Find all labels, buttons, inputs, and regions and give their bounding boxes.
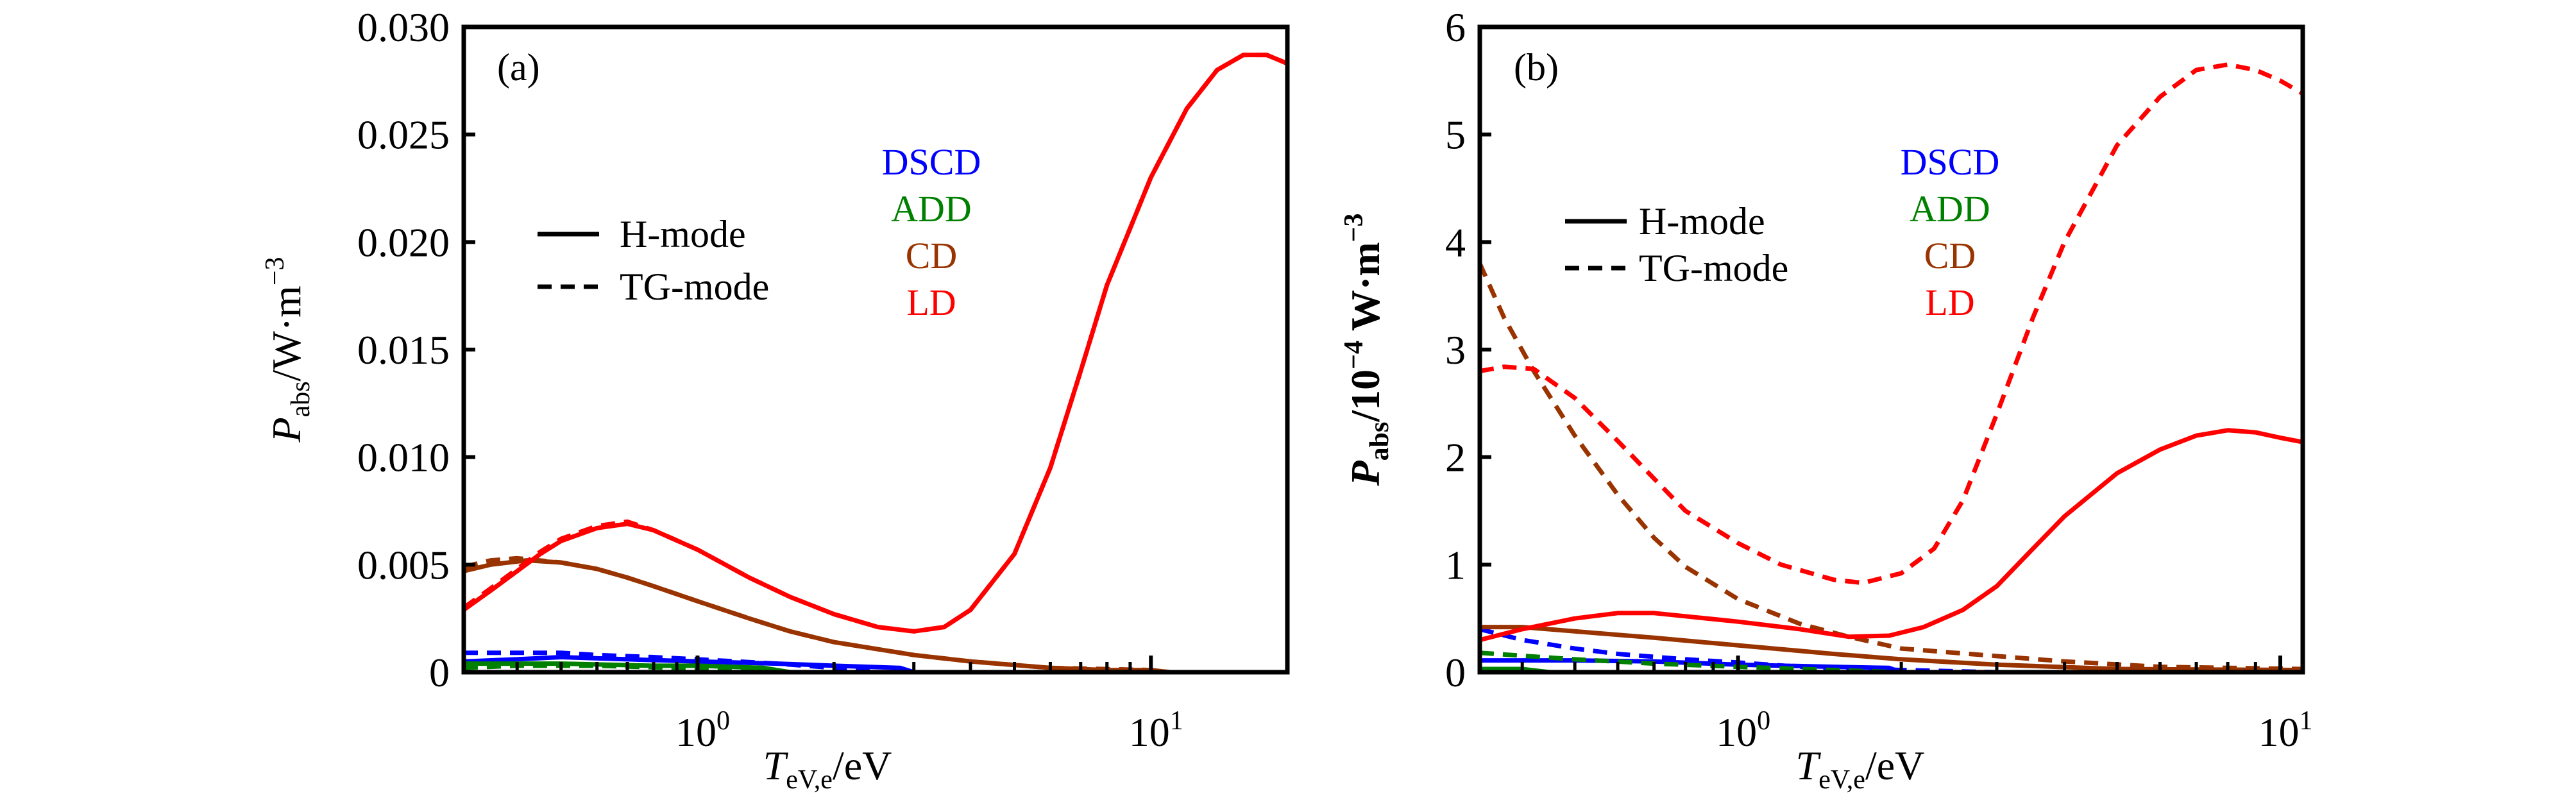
- y-tick-label: 5: [1445, 112, 1466, 158]
- y-axis-title: Pabs/W·m−3: [260, 257, 316, 443]
- color-label-add: ADD: [891, 188, 972, 230]
- y-tick-label: 4: [1445, 219, 1466, 265]
- color-label-dscd: DSCD: [882, 141, 981, 183]
- y-tick-label: 0.030: [357, 4, 450, 50]
- y-tick-label: 6: [1445, 4, 1466, 50]
- y-tick-label: 0: [1445, 650, 1466, 695]
- series-line-ld-h-mode: [1480, 428, 2303, 643]
- y-tick-label: 0.010: [357, 435, 450, 480]
- y-tick-label: 0.005: [357, 542, 450, 588]
- plot-frame: [461, 24, 1290, 675]
- legend-label-tg-mode: TG-mode: [1639, 247, 1788, 289]
- x-tick-label: 101: [2258, 706, 2313, 755]
- panel-label: (a): [497, 46, 540, 89]
- x-tick-label: 100: [675, 706, 730, 755]
- series-line-ld-tg-mode: [1480, 62, 2303, 586]
- y-tick-label: 1: [1445, 542, 1466, 588]
- legend-label-tg-mode: TG-mode: [620, 266, 769, 308]
- x-axis-title: TeV,e/eV: [1796, 743, 1925, 795]
- y-tick-label: 3: [1445, 327, 1466, 373]
- x-axis-title: TeV,e/eV: [763, 743, 892, 795]
- series-group: [464, 53, 1287, 672]
- color-label-dscd: DSCD: [1901, 141, 2000, 183]
- y-tick-label: 2: [1445, 435, 1466, 480]
- legend-label-h-mode: H-mode: [620, 213, 746, 255]
- y-tick-label: 0.020: [357, 219, 450, 265]
- panel-b: 0 1 2 3 4 5 6 100 101 TeV,e/eV Pabs/10−4 W·m−3 (b) H…: [1339, 4, 2313, 795]
- y-tick-label: 0: [429, 650, 450, 695]
- y-tick-label: 0.025: [357, 112, 450, 158]
- color-label-ld: LD: [1925, 282, 1974, 323]
- series-group: [1480, 62, 2303, 672]
- x-tick-label: 101: [1129, 706, 1183, 755]
- y-axis-title: Pabs/10−4 W·m−3: [1339, 214, 1394, 487]
- panel-a: 0 0.005 0.010 0.015 0.020 0.025 0.030 100 101 TeV…: [260, 4, 1290, 795]
- x-tick-label: 100: [1716, 706, 1770, 755]
- panel-label: (b): [1514, 46, 1559, 89]
- series-line-cd-tg-mode: [464, 555, 1287, 672]
- color-label-cd: CD: [1924, 235, 1976, 276]
- color-label-ld: LD: [906, 282, 956, 323]
- series-line-cd-tg-mode: [1480, 262, 2303, 672]
- series-line-ld-h-mode: [464, 53, 1287, 634]
- series-line-ld-tg-mode: [464, 53, 1287, 634]
- legend-label-h-mode: H-mode: [1639, 200, 1765, 242]
- y-tick-label: 0.015: [357, 327, 450, 373]
- series-line-cd-h-mode: [1480, 625, 2303, 672]
- color-label-cd: CD: [906, 235, 958, 276]
- color-label-add: ADD: [1910, 188, 1990, 230]
